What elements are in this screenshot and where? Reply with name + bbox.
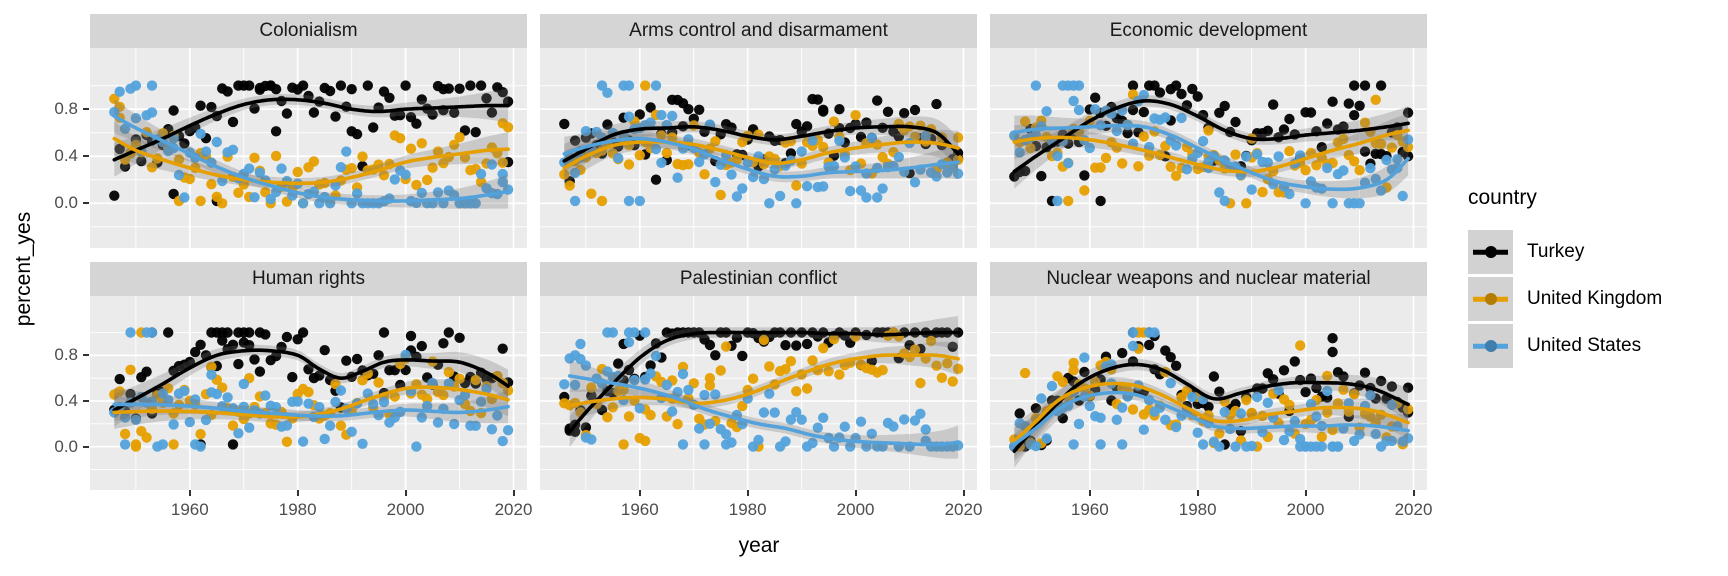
smooth-line-turkey	[112, 97, 510, 162]
legend-point-icon	[1484, 293, 1497, 305]
y-axis-title: percent_yes	[12, 211, 35, 327]
y-tick-mark	[83, 445, 89, 448]
x-tick-label: 2020	[1394, 500, 1433, 519]
smooth-line-united-kingdom	[567, 353, 960, 408]
x-tick-label: 1980	[1178, 500, 1217, 519]
legend-entry-united-states: United States	[1468, 324, 1662, 368]
x-tick-label: 1980	[278, 500, 317, 519]
legend-title: country	[1468, 186, 1537, 209]
x-tick-mark	[638, 490, 641, 496]
smooth-line-turkey	[567, 330, 960, 434]
legend-label: United States	[1527, 335, 1642, 356]
smooth-line-united-states	[567, 374, 960, 447]
legend-entry-united-kingdom: United Kingdom	[1468, 277, 1662, 321]
facet-panel	[90, 296, 527, 490]
x-tick-label: 2000	[1286, 500, 1325, 519]
legend-key-turkey	[1468, 230, 1513, 274]
ci-ribbon-united-states	[569, 360, 959, 459]
x-tick-mark	[962, 490, 965, 496]
ci-ribbon-united-kingdom	[1014, 376, 1409, 458]
x-tick-label: 1960	[170, 500, 209, 519]
x-tick-label: 2020	[494, 500, 533, 519]
smooth-line-united-states	[1012, 123, 1410, 192]
legend-point-icon	[1484, 246, 1497, 258]
x-tick-mark	[854, 490, 857, 496]
y-tick-label: 0.8	[54, 345, 78, 365]
smooth-line-united-states	[112, 114, 510, 203]
y-tick-label: 0.0	[54, 193, 78, 213]
x-tick-mark	[512, 490, 515, 496]
legend-label: Turkey	[1527, 241, 1585, 262]
smooth-line-united-kingdom	[112, 136, 510, 186]
facet-strip: Palestinian conflict	[540, 262, 977, 296]
x-axis-title: year	[738, 534, 780, 557]
y-tick-mark	[83, 108, 89, 111]
ci-ribbon-united-kingdom	[114, 121, 509, 189]
scatter-points-united-states	[559, 327, 964, 452]
y-tick-label: 0.4	[54, 146, 78, 166]
facet-strip: Nuclear weapons and nuclear material	[990, 262, 1427, 296]
y-tick-label: 0.0	[54, 436, 78, 456]
smooth-line-turkey	[112, 348, 510, 412]
ci-ribbon-united-kingdom	[114, 379, 509, 429]
y-tick-mark	[83, 202, 89, 205]
y-tick-label: 0.8	[54, 99, 78, 119]
facet-panel	[990, 48, 1427, 248]
smooth-line-united-kingdom	[562, 140, 960, 170]
x-tick-mark	[1304, 490, 1307, 496]
facet-strip: Human rights	[90, 262, 527, 296]
legend: country Turkey United Kingdom United Sta…	[1468, 186, 1662, 371]
x-tick-mark	[1088, 490, 1091, 496]
facet-strip: Economic development	[990, 14, 1427, 48]
smooth-line-united-states	[562, 136, 960, 179]
y-tick-label: 0.4	[54, 391, 78, 410]
x-tick-mark	[188, 490, 191, 496]
ci-ribbon-turkey	[564, 116, 959, 178]
smooth-line-united-kingdom	[1012, 128, 1410, 174]
y-tick-mark	[83, 400, 89, 402]
facet-panel	[540, 48, 977, 248]
legend-label: United Kingdom	[1527, 288, 1663, 309]
ci-ribbon-united-kingdom	[569, 341, 959, 422]
y-tick-mark	[83, 155, 89, 158]
x-tick-mark	[746, 490, 749, 496]
x-tick-label: 1960	[620, 500, 659, 519]
x-tick-mark	[404, 490, 407, 496]
legend-key-united-kingdom	[1468, 277, 1513, 321]
x-tick-label: 1960	[1070, 500, 1109, 519]
facet-panel	[540, 296, 977, 490]
legend-key-united-states	[1468, 324, 1513, 368]
x-tick-label: 2020	[944, 500, 983, 519]
smooth-line-turkey	[562, 124, 960, 163]
facet-strip: Colonialism	[90, 14, 527, 48]
legend-point-icon	[1484, 340, 1497, 352]
ci-ribbon-united-states	[1014, 115, 1409, 199]
ci-ribbon-united-states	[114, 387, 509, 424]
smooth-line-united-kingdom	[112, 385, 510, 419]
smooth-line-turkey	[1012, 99, 1410, 174]
x-tick-mark	[296, 490, 299, 496]
ci-ribbon-turkey	[114, 344, 509, 427]
smooth-line-united-states	[1012, 390, 1410, 447]
legend-entry-turkey: Turkey	[1468, 230, 1662, 274]
x-tick-label: 2000	[386, 500, 425, 519]
smooth-line-united-states	[112, 402, 510, 418]
ci-ribbon-united-kingdom	[1014, 113, 1409, 178]
facet-panel	[990, 296, 1427, 490]
x-tick-mark	[1412, 490, 1415, 496]
y-tick-mark	[83, 354, 89, 357]
x-tick-mark	[1196, 490, 1199, 496]
ci-ribbon-turkey	[569, 316, 959, 448]
x-tick-label: 1980	[728, 500, 767, 519]
x-tick-label: 2000	[836, 500, 875, 519]
smooth-line-united-kingdom	[1012, 381, 1410, 443]
facet-panel	[90, 48, 527, 248]
ci-ribbon-turkey	[1014, 358, 1409, 468]
facet-strip: Arms control and disarmament	[540, 14, 977, 48]
